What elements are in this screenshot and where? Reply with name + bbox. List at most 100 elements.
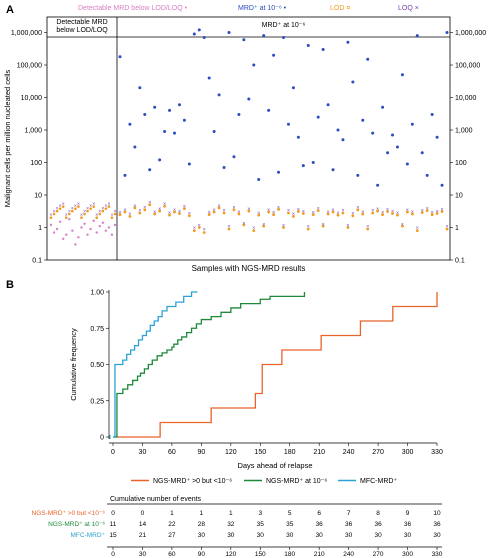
panel-b-legend-entry: NGS-MRD⁺ >0 but <10⁻⁶ xyxy=(153,478,232,485)
panel-a-point-mrd-positive xyxy=(291,86,295,90)
risk-table-cell: 10 xyxy=(433,510,441,517)
panel-a-point-loq-left: × xyxy=(65,213,68,219)
panel-a-point-loq: × xyxy=(208,210,211,216)
panel-a-point-lod-left xyxy=(71,209,74,213)
panel-a-point-lod xyxy=(133,206,137,210)
panel-a-point-lod xyxy=(410,212,414,216)
panel-a-point-loq: × xyxy=(331,207,334,213)
panel-a-point-lod xyxy=(331,210,335,214)
panel-a-point-lod-left xyxy=(89,207,92,210)
panel-a-point-lod-left xyxy=(83,212,86,216)
panel-a-point-loq-left: × xyxy=(71,206,74,212)
panel-a-point-lod xyxy=(118,213,122,216)
panel-a-point-loq: × xyxy=(168,210,171,216)
panel-a-point-loq: × xyxy=(287,208,290,214)
panel-a-point-mrd-positive xyxy=(212,129,216,133)
panel-a-point-loq: × xyxy=(143,205,146,211)
panel-a-point-mrd-positive xyxy=(267,108,271,112)
panel-a-point-loq: × xyxy=(158,206,161,212)
panel-a-point-mrd-positive xyxy=(296,135,300,139)
panel-b-xtick-label: 60 xyxy=(168,449,176,456)
risk-table-cell: 36 xyxy=(345,521,353,528)
panel-b-ytick-label: 1.00 xyxy=(90,290,104,297)
panel-a-point-lod xyxy=(401,224,404,228)
panel-a-point-mrd-positive xyxy=(356,173,360,177)
panel-a-point-mrd-positive xyxy=(321,47,325,51)
panel-a-point-mrd-positive xyxy=(118,55,122,59)
panel-b-ytick-label: 0 xyxy=(100,435,104,442)
panel-b-xtick-label: 30 xyxy=(139,449,147,456)
panel-a-point-loq: × xyxy=(247,206,250,212)
panel-a-point-lod xyxy=(440,210,444,213)
risk-table-cell: 1 xyxy=(170,510,174,517)
risk-table-row-label: MFC-MRD⁺ xyxy=(71,532,106,539)
panel-a-point-lod-left xyxy=(86,209,89,213)
risk-table-cell: 30 xyxy=(286,532,294,539)
risk-table-xtick-label: 240 xyxy=(343,551,354,558)
panel-a-point-mrd-positive xyxy=(415,34,419,38)
panel-a-point-loq: × xyxy=(381,210,384,216)
panel-a-point-mrd-positive xyxy=(395,145,399,149)
panel-b-legend-entry: NGS-MRD⁺ at 10⁻⁶ xyxy=(266,478,327,485)
panel-a-point-lod xyxy=(346,226,350,229)
panel-a-point-mrd-positive xyxy=(371,131,375,135)
risk-table-cell: 11 xyxy=(110,521,117,528)
panel-a-point-lod xyxy=(128,214,132,218)
panel-a-point-loq: × xyxy=(163,202,166,208)
panel-b-xtick-label: 180 xyxy=(284,449,296,456)
panel-a-point-lod-left xyxy=(98,212,102,216)
risk-table-cell: 8 xyxy=(376,510,380,517)
panel-a-point-mrd-positive xyxy=(252,63,256,67)
risk-table-xtick-label: 180 xyxy=(284,551,295,558)
panel-a-ytick-label-left: 1,000,000 xyxy=(11,30,42,37)
panel-a-point-lod xyxy=(143,208,147,212)
panel-a-point-lod xyxy=(420,211,424,214)
panel-b-series-line xyxy=(113,292,438,438)
panel-a-point-mrd-positive xyxy=(202,36,206,40)
panel-a-point-lod-left xyxy=(110,216,114,220)
panel-a-point-loq: × xyxy=(232,205,235,211)
panel-a-point-lod xyxy=(376,209,380,213)
panel-a-point-lod xyxy=(405,210,409,214)
risk-table-cell: 35 xyxy=(257,521,265,528)
panel-a-point-mrd-positive xyxy=(197,28,201,32)
panel-a-point-mrd-positive xyxy=(242,38,246,42)
panel-b-xtick-label: 150 xyxy=(254,449,266,456)
panel-a-point-loq: × xyxy=(435,209,438,215)
panel-a-ytick-label-right: 1 xyxy=(455,225,459,232)
panel-a-point-loq: × xyxy=(227,224,230,230)
panel-a-point-loq: × xyxy=(406,207,409,213)
panel-a-point-loq-left: × xyxy=(104,204,107,210)
panel-a-point-loq: × xyxy=(222,208,225,214)
panel-a-point-mrd-positive xyxy=(386,151,390,155)
panel-b-xtick-label: 300 xyxy=(402,449,414,456)
panel-a-point-lod-left xyxy=(104,207,108,210)
panel-a-point-lod xyxy=(183,207,186,211)
panel-a-point-loq: × xyxy=(198,223,201,229)
panel-b-series-line xyxy=(113,292,306,438)
risk-table-cell: 30 xyxy=(345,532,353,539)
panel-a-point-lod xyxy=(202,231,206,234)
panel-a-point-lod-left xyxy=(49,216,53,220)
panel-a-legend-entry: LOD ¤ xyxy=(330,5,350,12)
panel-a-point-loq: × xyxy=(411,210,414,216)
panel-a-point-below-lod xyxy=(83,222,86,225)
panel-a-ytick-label-left: 100 xyxy=(30,160,42,167)
panel-a-point-loq: × xyxy=(257,210,260,216)
risk-table-cell: 36 xyxy=(374,521,382,528)
panel-a-point-mrd-positive xyxy=(311,161,315,165)
panel-a-point-below-lod xyxy=(110,233,114,236)
panel-a-point-below-lod xyxy=(86,233,89,236)
panel-a-point-lod xyxy=(430,213,434,216)
panel-a-ytick-label-left: 0.1 xyxy=(32,258,42,265)
panel-a-point-mrd-positive xyxy=(187,162,191,166)
panel-a-point-lod-left xyxy=(95,216,99,220)
panel-a-point-lod-left xyxy=(107,205,111,208)
panel-a-point-lod xyxy=(415,229,419,233)
panel-b-xtick-label: 120 xyxy=(225,449,237,456)
panel-a-point-mrd-positive xyxy=(376,183,380,187)
panel-a-point-loq: × xyxy=(138,208,141,214)
panel-a-point-lod-left xyxy=(61,205,65,208)
panel-a-point-lod xyxy=(197,226,201,229)
risk-table-xtick-label: 0 xyxy=(111,551,115,558)
